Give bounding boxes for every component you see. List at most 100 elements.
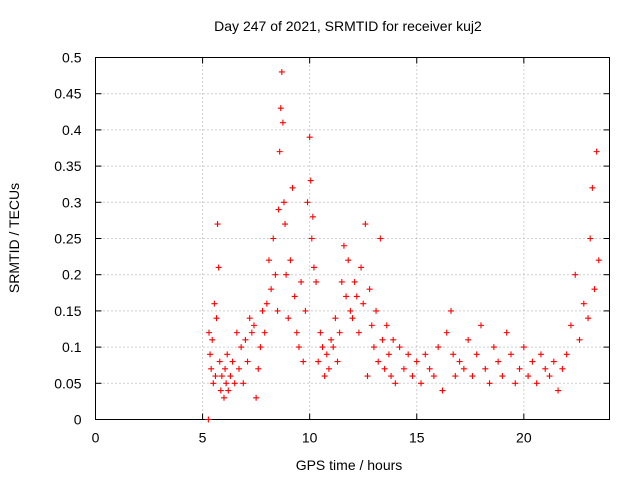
data-point (520, 344, 527, 351)
data-point (317, 329, 324, 336)
data-point (211, 300, 218, 307)
data-point (205, 416, 212, 423)
data-point (277, 105, 284, 112)
data-point (313, 278, 320, 285)
data-point (555, 387, 562, 394)
data-point (585, 315, 592, 322)
data-point (207, 351, 214, 358)
data-point (525, 373, 532, 380)
data-point (486, 380, 493, 387)
data-point (482, 365, 489, 372)
data-point (310, 264, 317, 271)
y-axis-label: SRMTID / TECUs (6, 183, 22, 293)
y-tick-label: 0.4 (62, 122, 82, 138)
data-point (210, 380, 217, 387)
data-point (439, 387, 446, 394)
data-point (213, 315, 220, 322)
data-point (353, 293, 360, 300)
y-tick-label: 0.45 (54, 86, 81, 102)
data-point (379, 336, 386, 343)
grid-lines (95, 57, 610, 420)
data-point (478, 322, 484, 329)
data-point (272, 271, 279, 278)
data-point (390, 336, 397, 343)
data-point (218, 373, 225, 380)
data-point (358, 264, 365, 271)
data-point (426, 365, 433, 372)
data-point (325, 365, 332, 372)
y-tick-label: 0.3 (62, 194, 82, 210)
data-point (278, 68, 285, 75)
data-point (392, 380, 399, 387)
data-point (304, 199, 311, 206)
data-point (289, 184, 296, 191)
data-point (503, 329, 510, 336)
data-point (323, 351, 330, 358)
data-point (349, 315, 356, 322)
data-point (452, 373, 459, 380)
data-point (222, 365, 229, 372)
data-point (253, 394, 260, 401)
y-tick-label: 0.15 (54, 303, 81, 319)
data-point (576, 336, 583, 343)
data-point (309, 213, 316, 220)
data-point (338, 278, 345, 285)
data-point (469, 373, 476, 380)
data-point (559, 365, 566, 372)
data-point (268, 286, 275, 293)
data-point (283, 271, 290, 278)
data-point (212, 373, 219, 380)
data-point (345, 257, 352, 264)
data-point (355, 329, 362, 336)
data-point (238, 344, 245, 351)
data-point (224, 351, 231, 358)
y-tick-label: 0.1 (62, 339, 82, 355)
data-point (591, 286, 598, 293)
data-point (340, 242, 347, 249)
data-point (217, 387, 224, 394)
data-point (373, 307, 380, 314)
data-point (274, 307, 281, 314)
y-tick-label: 0.5 (62, 50, 82, 66)
data-point (443, 329, 450, 336)
data-point (280, 199, 287, 206)
data-point (430, 373, 437, 380)
data-point (246, 315, 253, 322)
data-point (216, 358, 223, 365)
data-point (512, 380, 519, 387)
data-point (223, 380, 230, 387)
data-point (537, 351, 544, 358)
data-point (546, 373, 553, 380)
data-point (265, 257, 272, 264)
data-point (319, 344, 326, 351)
data-point (300, 358, 307, 365)
data-point (589, 184, 596, 191)
data-point (593, 148, 600, 155)
data-point (529, 358, 536, 365)
data-point (366, 286, 373, 293)
data-point (460, 365, 467, 372)
data-point (499, 373, 506, 380)
data-point (229, 358, 236, 365)
data-point (282, 221, 289, 228)
data-point (587, 235, 594, 242)
data-point (473, 351, 480, 358)
data-point (242, 336, 249, 343)
y-tick-label: 0 (74, 412, 82, 428)
data-point (208, 365, 215, 372)
data-point (343, 293, 350, 300)
x-tick-label: 15 (409, 430, 425, 446)
data-point (248, 329, 255, 336)
data-point (542, 365, 549, 372)
data-point (291, 293, 298, 300)
data-point (580, 300, 587, 307)
data-point (368, 322, 375, 329)
data-point (495, 358, 502, 365)
data-point (250, 322, 257, 329)
data-point (293, 329, 300, 336)
y-tick-label: 0.25 (54, 231, 81, 247)
data-point (360, 300, 367, 307)
data-point (315, 358, 322, 365)
x-tick-label: 5 (199, 430, 207, 446)
